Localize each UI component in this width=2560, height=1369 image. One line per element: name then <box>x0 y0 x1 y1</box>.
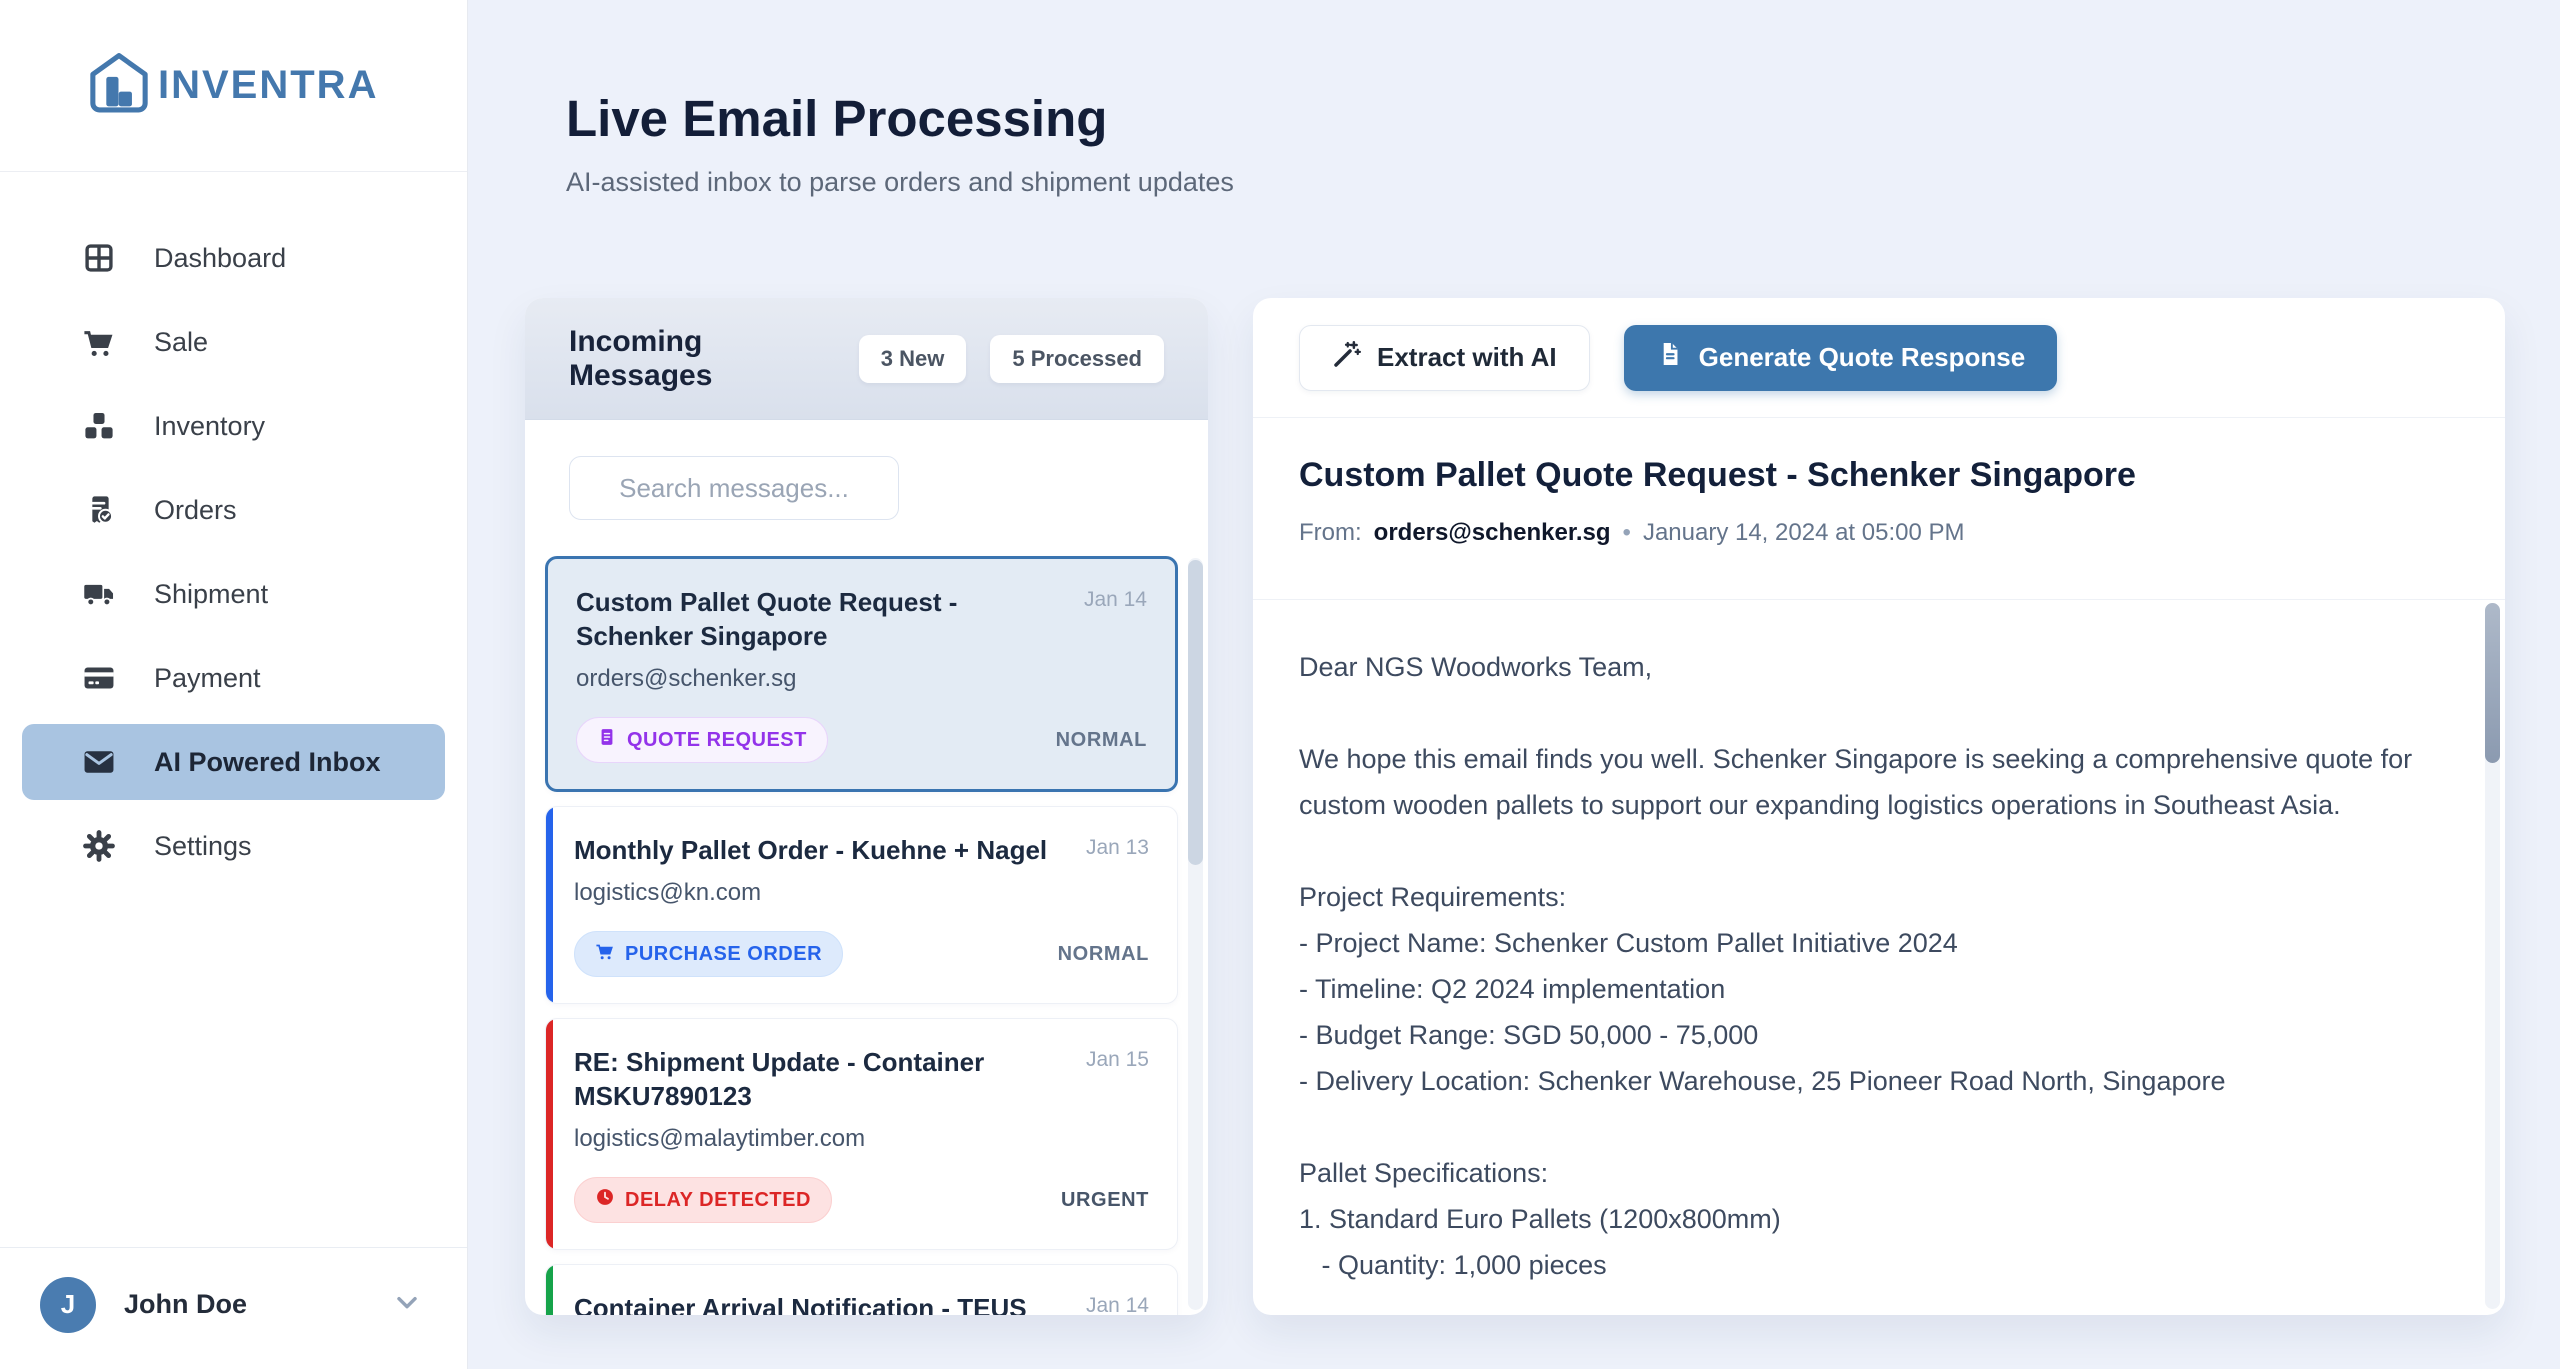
order-check-icon <box>80 491 118 529</box>
message-sender: logistics@malaytimber.com <box>574 1125 866 1152</box>
chevron-down-icon <box>391 1286 423 1323</box>
inbox-header: Incoming Messages 3 New 5 Processed <box>525 298 1208 420</box>
email-detail-panel: Extract with AI Generate Quote Response … <box>1253 298 2505 1315</box>
message-item-delay-detected[interactable]: RE: Shipment Update - Container MSKU7890… <box>545 1018 1178 1250</box>
message-list-scrollbar[interactable] <box>1188 558 1203 1310</box>
message-item-purchase-order[interactable]: Monthly Pallet Order - Kuehne + Nagel Ja… <box>545 806 1178 1004</box>
sidebar-item-label: Settings <box>154 830 252 861</box>
new-count-badge: 3 New <box>858 334 967 383</box>
grid-icon <box>80 239 118 277</box>
user-name: John Doe <box>124 1289 248 1319</box>
from-label: From: <box>1299 519 1362 546</box>
message-date: Jan 14 <box>1083 588 1147 611</box>
email-datetime: January 14, 2024 at 05:00 PM <box>1642 519 1965 546</box>
document-icon <box>1656 340 1684 375</box>
avatar: J <box>40 1276 96 1333</box>
message-item-quote-request[interactable]: Custom Pallet Quote Request - Schenker S… <box>545 556 1178 792</box>
message-subject: Container Arrival Notification - TEUS Co… <box>574 1293 1027 1315</box>
processed-count-badge: 5 Processed <box>990 334 1164 383</box>
sidebar-item-inventory[interactable]: Inventory <box>22 388 445 464</box>
search-row <box>525 420 1208 520</box>
sidebar-item-settings[interactable]: Settings <box>22 808 445 884</box>
gear-icon <box>80 827 118 865</box>
extract-with-ai-button[interactable]: Extract with AI <box>1299 324 1590 391</box>
sidebar-item-label: Payment <box>154 662 261 693</box>
generate-quote-response-button[interactable]: Generate Quote Response <box>1623 324 2058 391</box>
message-priority: NORMAL <box>1055 728 1147 751</box>
document-icon <box>597 727 617 753</box>
message-priority: NORMAL <box>1057 942 1149 965</box>
sidebar-item-label: Sale <box>154 326 209 357</box>
message-subject: RE: Shipment Update - Container MSKU7890… <box>574 1047 985 1111</box>
search-input[interactable] <box>569 456 899 520</box>
cart-icon <box>80 323 118 361</box>
email-body-scrollbar-thumb[interactable] <box>2485 603 2500 763</box>
clock-icon <box>595 1187 615 1213</box>
detail-toolbar: Extract with AI Generate Quote Response <box>1253 298 2505 418</box>
incoming-messages-panel: Incoming Messages 3 New 5 Processed Cust… <box>525 298 1208 1315</box>
message-subject: Custom Pallet Quote Request - Schenker S… <box>576 587 958 651</box>
email-meta: From: orders@schenker.sg • January 14, 2… <box>1299 519 2459 547</box>
sidebar-item-label: Shipment <box>154 578 269 609</box>
email-subject: Custom Pallet Quote Request - Schenker S… <box>1299 456 2136 494</box>
sidebar-item-shipment[interactable]: Shipment <box>22 556 445 632</box>
sidebar-item-dashboard[interactable]: Dashboard <box>22 220 445 296</box>
brand-name: INVENTRA <box>158 63 379 107</box>
message-sender: orders@schenker.sg <box>576 665 797 692</box>
main-content: Live Email Processing AI-assisted inbox … <box>468 0 2560 1369</box>
message-list: Custom Pallet Quote Request - Schenker S… <box>525 554 1208 1315</box>
sidebar-item-label: Dashboard <box>154 242 287 273</box>
brand-logo[interactable]: INVENTRA <box>0 0 467 172</box>
sidebar-item-ai-powered-inbox[interactable]: AI Powered Inbox <box>22 724 445 800</box>
sidebar-item-orders[interactable]: Orders <box>22 472 445 548</box>
message-tag: QUOTE REQUEST <box>576 717 828 763</box>
cart-icon <box>595 941 615 967</box>
panels-row: Incoming Messages 3 New 5 Processed Cust… <box>525 298 2505 1315</box>
sidebar-item-label: Inventory <box>154 410 266 441</box>
sidebar: INVENTRA Dashboard Sale Inventory <box>0 0 468 1369</box>
sidebar-item-label: Orders <box>154 494 237 525</box>
meta-separator: • <box>1622 519 1631 546</box>
sidebar-item-sale[interactable]: Sale <box>22 304 445 380</box>
sidebar-item-payment[interactable]: Payment <box>22 640 445 716</box>
email-header: Custom Pallet Quote Request - Schenker S… <box>1253 418 2505 600</box>
message-item-container-arrival[interactable]: Container Arrival Notification - TEUS Co… <box>545 1264 1178 1315</box>
warehouse-house-icon <box>86 50 152 121</box>
page-subtitle: AI-assisted inbox to parse orders and sh… <box>566 167 1234 197</box>
sidebar-nav: Dashboard Sale Inventory Orders <box>0 172 467 1247</box>
truck-icon <box>80 575 118 613</box>
boxes-icon <box>80 407 118 445</box>
message-priority: URGENT <box>1060 1188 1149 1211</box>
message-tag: PURCHASE ORDER <box>574 931 844 977</box>
envelope-icon <box>80 743 118 781</box>
message-sender: logistics@kn.com <box>574 879 762 906</box>
email-body: Dear NGS Woodworks Team, We hope this em… <box>1299 652 2413 1280</box>
sidebar-item-label: AI Powered Inbox <box>154 746 381 777</box>
message-date: Jan 15 <box>1085 1048 1149 1071</box>
page-title: Live Email Processing <box>566 90 1108 147</box>
message-tag: DELAY DETECTED <box>574 1177 832 1223</box>
credit-card-icon <box>80 659 118 697</box>
message-subject: Monthly Pallet Order - Kuehne + Nagel <box>574 835 1048 865</box>
inbox-title: Incoming Messages <box>569 324 713 392</box>
message-list-scrollbar-thumb[interactable] <box>1188 560 1203 865</box>
message-date: Jan 13 <box>1085 836 1149 859</box>
message-date: Jan 14 <box>1085 1294 1149 1315</box>
email-sender: orders@schenker.sg <box>1373 519 1611 546</box>
email-body-scrollbar[interactable] <box>2485 603 2500 1309</box>
wand-icon <box>1332 339 1362 376</box>
user-menu[interactable]: J John Doe <box>0 1247 467 1361</box>
